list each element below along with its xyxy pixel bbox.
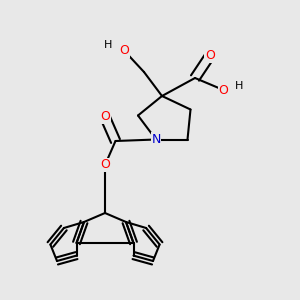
Text: N: N bbox=[151, 133, 161, 146]
Text: O: O bbox=[219, 83, 228, 97]
Text: O: O bbox=[100, 158, 110, 172]
Text: O: O bbox=[100, 110, 110, 124]
Text: H: H bbox=[104, 40, 112, 50]
Text: H: H bbox=[235, 81, 243, 92]
Text: O: O bbox=[205, 49, 215, 62]
Text: O: O bbox=[120, 44, 129, 58]
